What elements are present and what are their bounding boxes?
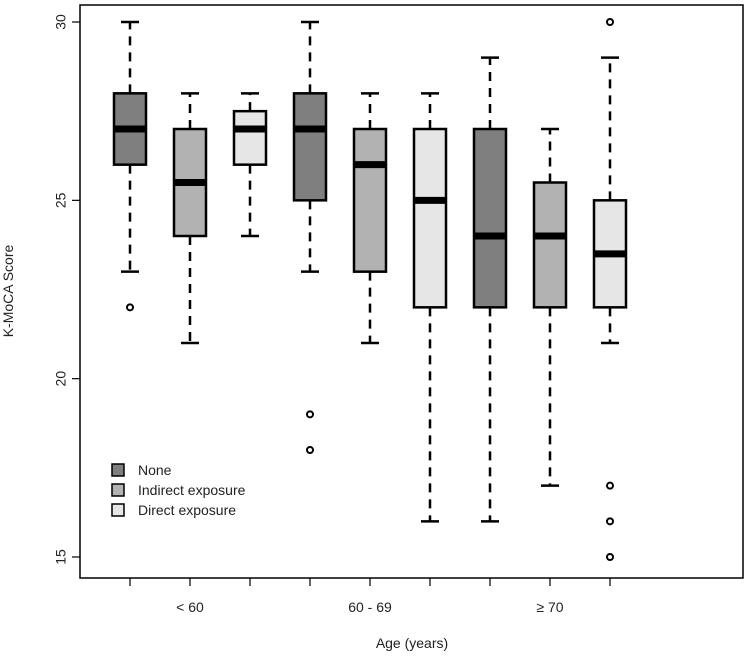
y-tick-label-20: 20 (53, 371, 69, 387)
legend: None Indirect exposure Direct exposure (111, 462, 246, 518)
outlier-point (306, 446, 314, 454)
x-axis-label: Age (years) (376, 635, 448, 651)
box-1-2 (412, 92, 448, 523)
outlier-point (606, 18, 614, 26)
y-tick-label-15: 15 (53, 549, 69, 565)
iqr-box (532, 181, 568, 309)
x-axis: < 60 60 - 69 ≥ 70 (129, 578, 611, 615)
legend-label-1: Indirect exposure (138, 482, 246, 498)
x-tick-label-1: 60 - 69 (348, 599, 392, 615)
y-tick-label-30: 30 (53, 14, 69, 30)
outlier-point (306, 410, 314, 419)
y-tick-label-25: 25 (53, 192, 69, 208)
outlier-point (126, 303, 134, 312)
plot-frame (79, 4, 744, 579)
iqr-box (412, 127, 448, 309)
outlier-point (606, 481, 614, 490)
box-2-0 (472, 56, 508, 523)
iqr-box (352, 127, 388, 273)
outlier-point (606, 553, 614, 561)
box-1-0 (292, 20, 328, 454)
legend-label-2: Direct exposure (138, 502, 236, 518)
x-tick-label-2: ≥ 70 (536, 599, 563, 615)
boxes-layer (112, 18, 628, 561)
legend-swatch-0 (111, 463, 125, 477)
y-axis: 15 20 25 30 (53, 14, 80, 565)
box-0-1 (172, 92, 208, 345)
legend-swatch-2 (111, 503, 125, 517)
outlier-point (606, 517, 614, 526)
box-1-1 (352, 92, 388, 345)
iqr-box (232, 109, 268, 166)
x-tick-label-0: < 60 (176, 599, 204, 615)
box-2-2 (592, 18, 628, 561)
iqr-box (292, 92, 328, 202)
box-0-0 (112, 20, 148, 312)
legend-label-0: None (138, 462, 172, 478)
y-axis-label: K-MoCA Score (0, 244, 16, 337)
box-2-1 (532, 127, 568, 487)
legend-swatch-1 (111, 483, 125, 497)
box-0-2 (232, 92, 268, 238)
iqr-box (472, 127, 508, 309)
